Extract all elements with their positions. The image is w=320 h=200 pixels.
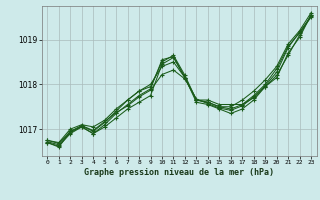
X-axis label: Graphe pression niveau de la mer (hPa): Graphe pression niveau de la mer (hPa): [84, 168, 274, 177]
